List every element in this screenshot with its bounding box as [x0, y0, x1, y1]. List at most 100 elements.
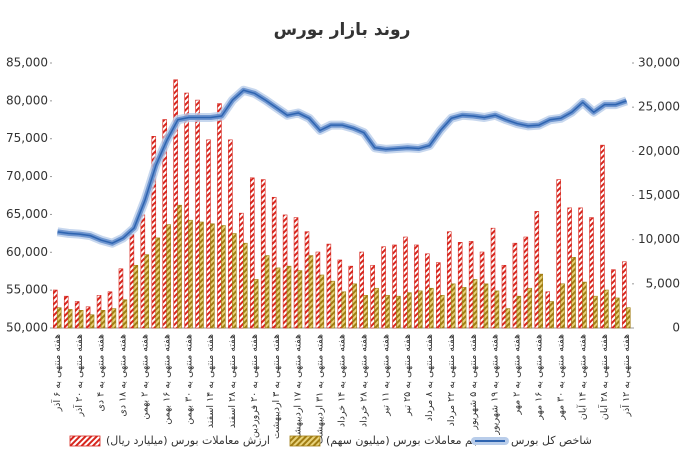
y-tick-label: 50,000 [6, 321, 48, 335]
bar [396, 295, 401, 329]
x-tick-label: هفته منتهی به ۱۴ آبان [575, 334, 588, 420]
bar [403, 236, 408, 329]
bar [129, 234, 135, 329]
y2-tick-label: 0 [672, 321, 680, 335]
bar [589, 217, 594, 329]
x-tick-label: هفته منتهی به ۲۸ اسفند [227, 334, 238, 428]
bar [253, 279, 259, 329]
bar [286, 265, 292, 329]
x-tick-label: هفته منتهی به ۱۶ بهمن [161, 334, 172, 425]
bar [352, 283, 357, 329]
bar [505, 308, 511, 329]
x-tick-label: هفته منتهی به ۱۲ آذر [619, 334, 632, 417]
bar [578, 207, 583, 329]
bar [308, 255, 314, 329]
bar [556, 179, 561, 329]
bar [429, 287, 434, 329]
bar [210, 223, 215, 329]
legend-label: حجم معاملات بورس (میلیون سهم) [326, 434, 486, 447]
bar [560, 283, 565, 329]
bar [626, 307, 631, 329]
legend-swatch [289, 435, 321, 447]
bar [483, 283, 489, 329]
bar [188, 219, 193, 329]
bar [392, 244, 397, 329]
bar [545, 291, 551, 329]
bar [516, 295, 522, 329]
bar [363, 295, 368, 329]
x-tick-label: هفته منتهی به ۲۸ آبان [597, 334, 610, 420]
bar [385, 295, 390, 329]
x-tick-label: هفته منتهی به ۱۱ تیر [380, 334, 391, 417]
bar [100, 310, 106, 329]
bar [74, 301, 80, 329]
y-tick-label: 80,000 [6, 93, 48, 107]
x-tick-label: هفته منتهی به ۲۸ خرداد [358, 334, 369, 427]
bar [512, 242, 518, 329]
chart-title: روند بازار بورس [274, 20, 411, 40]
bar [381, 246, 386, 329]
bar [56, 307, 62, 329]
bar [293, 217, 299, 329]
line [57, 89, 627, 244]
bar [582, 281, 587, 329]
x-tick-label: هفته منتهی به ۳۱ اردیبهشت [315, 334, 326, 444]
bar [297, 270, 303, 329]
bar [89, 314, 95, 329]
x-tick-label: هفته منتهی به ۲۰ فروردین [249, 334, 260, 438]
bar [96, 295, 102, 329]
y2-tick-label: 15,000 [638, 188, 680, 202]
bar [53, 289, 58, 329]
y2-tick-label: 25,000 [638, 100, 680, 114]
x-tick-label: هفته منتهی به ۲۰ آذر [72, 334, 85, 417]
bar [239, 212, 244, 329]
y2-tick-label: 5,000 [646, 276, 680, 290]
bar [523, 236, 529, 329]
bar [472, 279, 478, 329]
bar [118, 268, 124, 329]
bar [162, 119, 167, 329]
bar [615, 297, 620, 329]
y-tick-label: 65,000 [6, 207, 48, 221]
bar [494, 290, 500, 329]
bar [67, 309, 73, 329]
bar [567, 207, 572, 329]
bar [319, 274, 325, 329]
bar [436, 262, 441, 329]
x-tick-label: هفته منتهی به ۱۹ شهریور [490, 334, 501, 436]
bar [461, 287, 467, 329]
x-tick-label: هفته منتهی به ۱۷ اردیبهشت [293, 334, 304, 444]
bar [199, 221, 204, 329]
y2-tick-label: 20,000 [638, 144, 680, 158]
x-tick-label: هفته منتهی به ۱۴ خرداد [337, 334, 348, 427]
x-tick-label: هفته منتهی به ۳ اردیبهشت [271, 334, 282, 439]
y-tick-label: 75,000 [6, 131, 48, 145]
bar [78, 310, 84, 329]
bar [418, 290, 423, 329]
bar [326, 243, 332, 329]
bar [501, 264, 507, 329]
bar [468, 241, 474, 329]
legend-label: شاخص کل بورس [511, 434, 592, 447]
bar [341, 291, 347, 329]
bar [242, 242, 248, 329]
bar [140, 214, 146, 329]
bar [457, 242, 463, 329]
bar [527, 287, 533, 329]
x-tick-label: هفته منتهی به ۳۰ بهمن [183, 334, 194, 425]
x-tick-label: هفته منتهی به ۲۲ مرداد [446, 334, 457, 426]
bar [374, 287, 379, 329]
bar [232, 233, 237, 329]
legend-label: ارزش معاملات بورس (میلیارد ریال) [106, 434, 270, 447]
x-tick-label: هفته منتهی به ۶ آذر [50, 334, 63, 412]
bar [217, 103, 222, 329]
bar [228, 139, 233, 329]
bar [538, 273, 544, 329]
bar [133, 264, 139, 329]
bar [446, 231, 452, 329]
bar [144, 254, 150, 329]
bar [282, 214, 288, 329]
bar [155, 237, 160, 329]
y-tick-label: 70,000 [6, 169, 48, 183]
